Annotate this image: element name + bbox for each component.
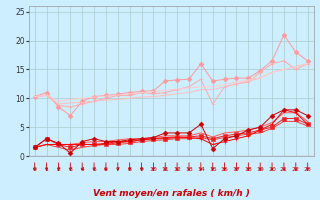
Text: Vent moyen/en rafales ( km/h ): Vent moyen/en rafales ( km/h ) [93,189,250,198]
